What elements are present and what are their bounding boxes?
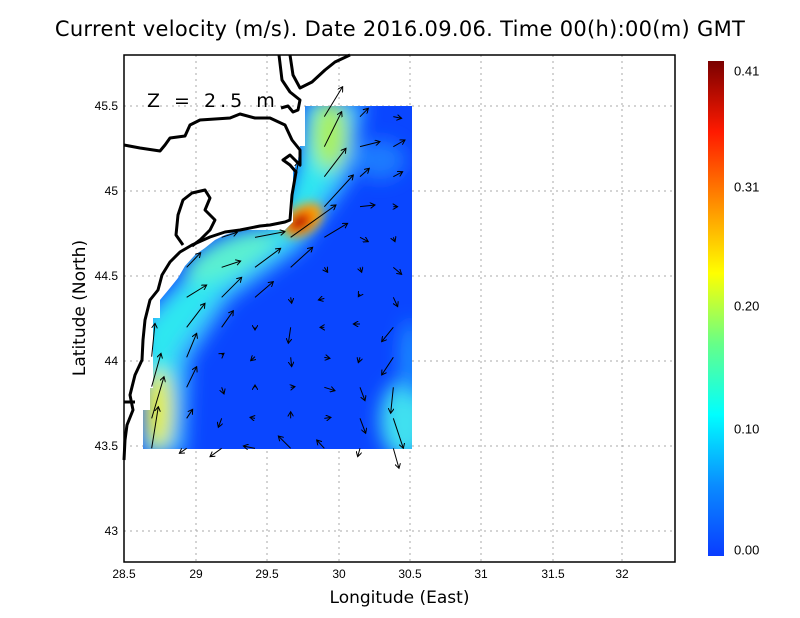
velocity-vectors — [151, 87, 405, 469]
velocity-arrow — [318, 298, 325, 300]
plot-frame — [123, 54, 676, 563]
x-tick-label: 29.5 — [255, 567, 279, 581]
velocity-arrow — [324, 223, 347, 238]
velocity-arrow — [151, 353, 161, 387]
velocity-arrow — [393, 237, 395, 241]
velocity-arrow — [243, 446, 256, 448]
y-tick-label: 43.5 — [94, 439, 118, 453]
velocity-arrow — [290, 247, 313, 268]
velocity-arrow — [186, 285, 207, 298]
velocity-arrow — [393, 140, 405, 148]
velocity-arrow — [358, 294, 360, 297]
colorbar — [708, 61, 724, 556]
velocity-arrow — [186, 333, 197, 358]
velocity-arrow — [179, 447, 187, 453]
colorbar-tick-label: 0.41 — [734, 63, 760, 79]
velocity-arrow — [151, 323, 155, 357]
velocity-arrow — [186, 367, 197, 388]
coastline — [122, 53, 351, 461]
x-tick-label: 30.5 — [398, 567, 422, 581]
velocity-arrow — [251, 357, 255, 361]
velocity-arrow — [291, 387, 295, 388]
velocity-arrow — [291, 357, 292, 366]
velocity-arrow — [393, 266, 401, 274]
velocity-arrow — [250, 417, 255, 418]
velocity-arrow — [221, 232, 238, 238]
velocity-arrow — [324, 267, 327, 272]
velocity-arrow — [288, 327, 290, 343]
velocity-arrow — [359, 418, 366, 433]
velocity-arrow — [382, 357, 394, 375]
velocity-arrow — [324, 357, 330, 358]
velocity-arrow — [222, 387, 224, 394]
velocity-arrow — [360, 267, 362, 272]
velocity-arrow — [392, 448, 399, 468]
x-tick-label: 29 — [189, 567, 203, 581]
velocity-arrow — [324, 387, 335, 390]
velocity-arrow — [221, 261, 241, 268]
chart-title: Current velocity (m/s). Date 2016.09.06.… — [54, 17, 746, 41]
x-tick-label: 28.5 — [112, 567, 136, 581]
velocity-arrow — [221, 277, 242, 298]
depth-label: Z = 2.5 m — [147, 90, 279, 112]
velocity-arrow — [291, 297, 292, 303]
y-tick-label: 45 — [104, 184, 118, 198]
y-tick-label: 44 — [104, 354, 118, 368]
velocity-arrow — [278, 436, 292, 449]
colorbar-tick-label: 0.10 — [734, 421, 760, 437]
velocity-arrow — [324, 417, 331, 418]
velocity-arrow — [359, 205, 375, 207]
x-tick-label: 32 — [615, 567, 629, 581]
velocity-arrow — [323, 112, 341, 147]
velocity-arrow — [359, 108, 368, 118]
colorbar-tick-label: 0.00 — [734, 542, 760, 558]
y-axis-label: Latitude (North) — [70, 239, 90, 377]
velocity-arrow — [393, 117, 401, 119]
x-tick-label: 31.5 — [541, 567, 565, 581]
velocity-arrow — [222, 353, 224, 355]
velocity-arrow — [186, 303, 205, 328]
velocity-arrow — [323, 175, 353, 208]
velocity-arrow — [359, 168, 369, 178]
y-tick-label: 44.5 — [94, 269, 118, 283]
y-tick-label: 43 — [104, 524, 118, 538]
velocity-arrow — [393, 297, 397, 306]
x-tick-label: 31 — [474, 567, 488, 581]
x-tick-label: 30 — [332, 567, 346, 581]
velocity-arrow — [358, 448, 360, 456]
velocity-arrow — [323, 87, 342, 117]
velocity-arrow — [221, 311, 234, 328]
velocity-arrow — [151, 407, 159, 449]
velocity-arrow — [186, 253, 201, 268]
velocity-arrow — [218, 418, 221, 427]
velocity-arrow — [392, 418, 403, 448]
velocity-arrow — [323, 148, 346, 177]
velocity-arrow — [290, 162, 299, 207]
y-tick-label: 45.5 — [94, 99, 118, 113]
velocity-arrow — [391, 387, 394, 413]
velocity-arrow — [359, 142, 380, 148]
velocity-arrow — [317, 440, 325, 449]
colorbar-tick-label: 0.20 — [734, 298, 760, 314]
velocity-arrow — [254, 248, 281, 268]
velocity-arrow — [151, 377, 164, 419]
velocity-arrow — [358, 357, 360, 362]
velocity-arrow — [254, 282, 273, 298]
velocity-arrow — [393, 172, 402, 178]
colorbar-tick-label: 0.31 — [734, 179, 760, 195]
velocity-arrow — [210, 447, 222, 456]
velocity-arrow — [186, 409, 193, 419]
velocity-arrow — [254, 232, 285, 238]
velocity-arrow — [290, 205, 336, 238]
velocity-arrow — [359, 387, 365, 400]
velocity-arrow — [359, 237, 368, 241]
x-axis-label: Longitude (East) — [329, 588, 470, 608]
velocity-arrow — [382, 327, 394, 341]
velocity-heatmap — [143, 106, 412, 449]
